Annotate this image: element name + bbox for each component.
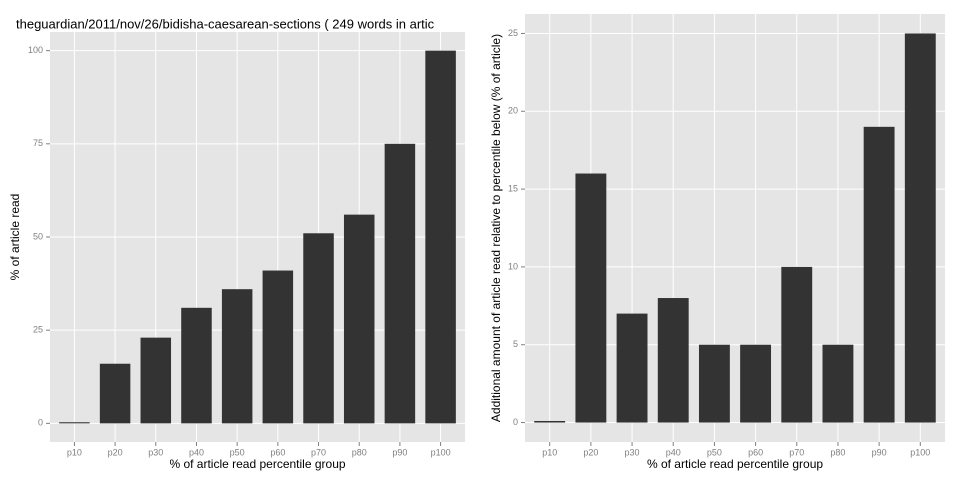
y-tick-label: 75 (33, 138, 43, 148)
x-tick-label: p60 (270, 447, 285, 457)
bar (575, 173, 607, 423)
x-axis-title: % of article read percentile group (169, 457, 345, 471)
chart-title: theguardian/2011/nov/26/bidisha-caesarea… (16, 16, 435, 31)
bar (140, 337, 172, 424)
bar (534, 420, 566, 423)
bar (384, 143, 416, 424)
x-tick-label: p90 (392, 447, 407, 457)
bar (221, 289, 253, 424)
bar (698, 344, 730, 423)
y-axis-title: Additional amount of article read relati… (489, 34, 503, 422)
x-tick-label: p30 (625, 447, 640, 457)
bar (616, 313, 648, 423)
y-tick-label: 20 (508, 106, 518, 116)
y-tick-label: 15 (508, 183, 518, 193)
x-tick-label: p40 (189, 447, 204, 457)
bar (657, 298, 689, 423)
bar (59, 422, 90, 424)
bar (425, 50, 456, 424)
x-tick-label: p100 (910, 447, 930, 457)
bar (904, 33, 936, 423)
x-tick-label: p20 (108, 447, 123, 457)
x-axis-title: % of article read percentile group (647, 457, 823, 471)
x-tick-label: p30 (148, 447, 163, 457)
x-tick-label: p10 (542, 447, 557, 457)
bar (781, 266, 813, 423)
bar (303, 233, 334, 424)
y-tick-label: 10 (508, 261, 518, 271)
x-tick-label: p90 (872, 447, 887, 457)
x-tick-label: p100 (431, 447, 451, 457)
y-axis-title: % of article read (8, 194, 22, 281)
x-tick-label: p60 (748, 447, 763, 457)
x-tick-label: p10 (67, 447, 82, 457)
y-tick-label: 100 (28, 45, 43, 55)
x-tick-label: p80 (830, 447, 845, 457)
x-tick-label: p40 (666, 447, 681, 457)
bar (181, 307, 212, 424)
x-tick-label: p50 (230, 447, 245, 457)
bar (740, 344, 772, 423)
x-tick-label: p70 (789, 447, 804, 457)
y-tick-label: 0 (513, 417, 518, 427)
y-tick-label: 50 (33, 231, 43, 241)
bar (99, 363, 131, 424)
bar (262, 270, 294, 424)
bar (822, 344, 854, 423)
y-tick-label: 5 (513, 339, 518, 349)
x-tick-label: p70 (311, 447, 326, 457)
bar (863, 126, 895, 423)
bar (343, 214, 375, 424)
x-tick-label: p50 (707, 447, 722, 457)
y-tick-label: 25 (33, 325, 43, 335)
y-tick-label: 0 (38, 418, 43, 428)
x-tick-label: p20 (583, 447, 598, 457)
x-tick-label: p80 (352, 447, 367, 457)
y-tick-label: 25 (508, 28, 518, 38)
